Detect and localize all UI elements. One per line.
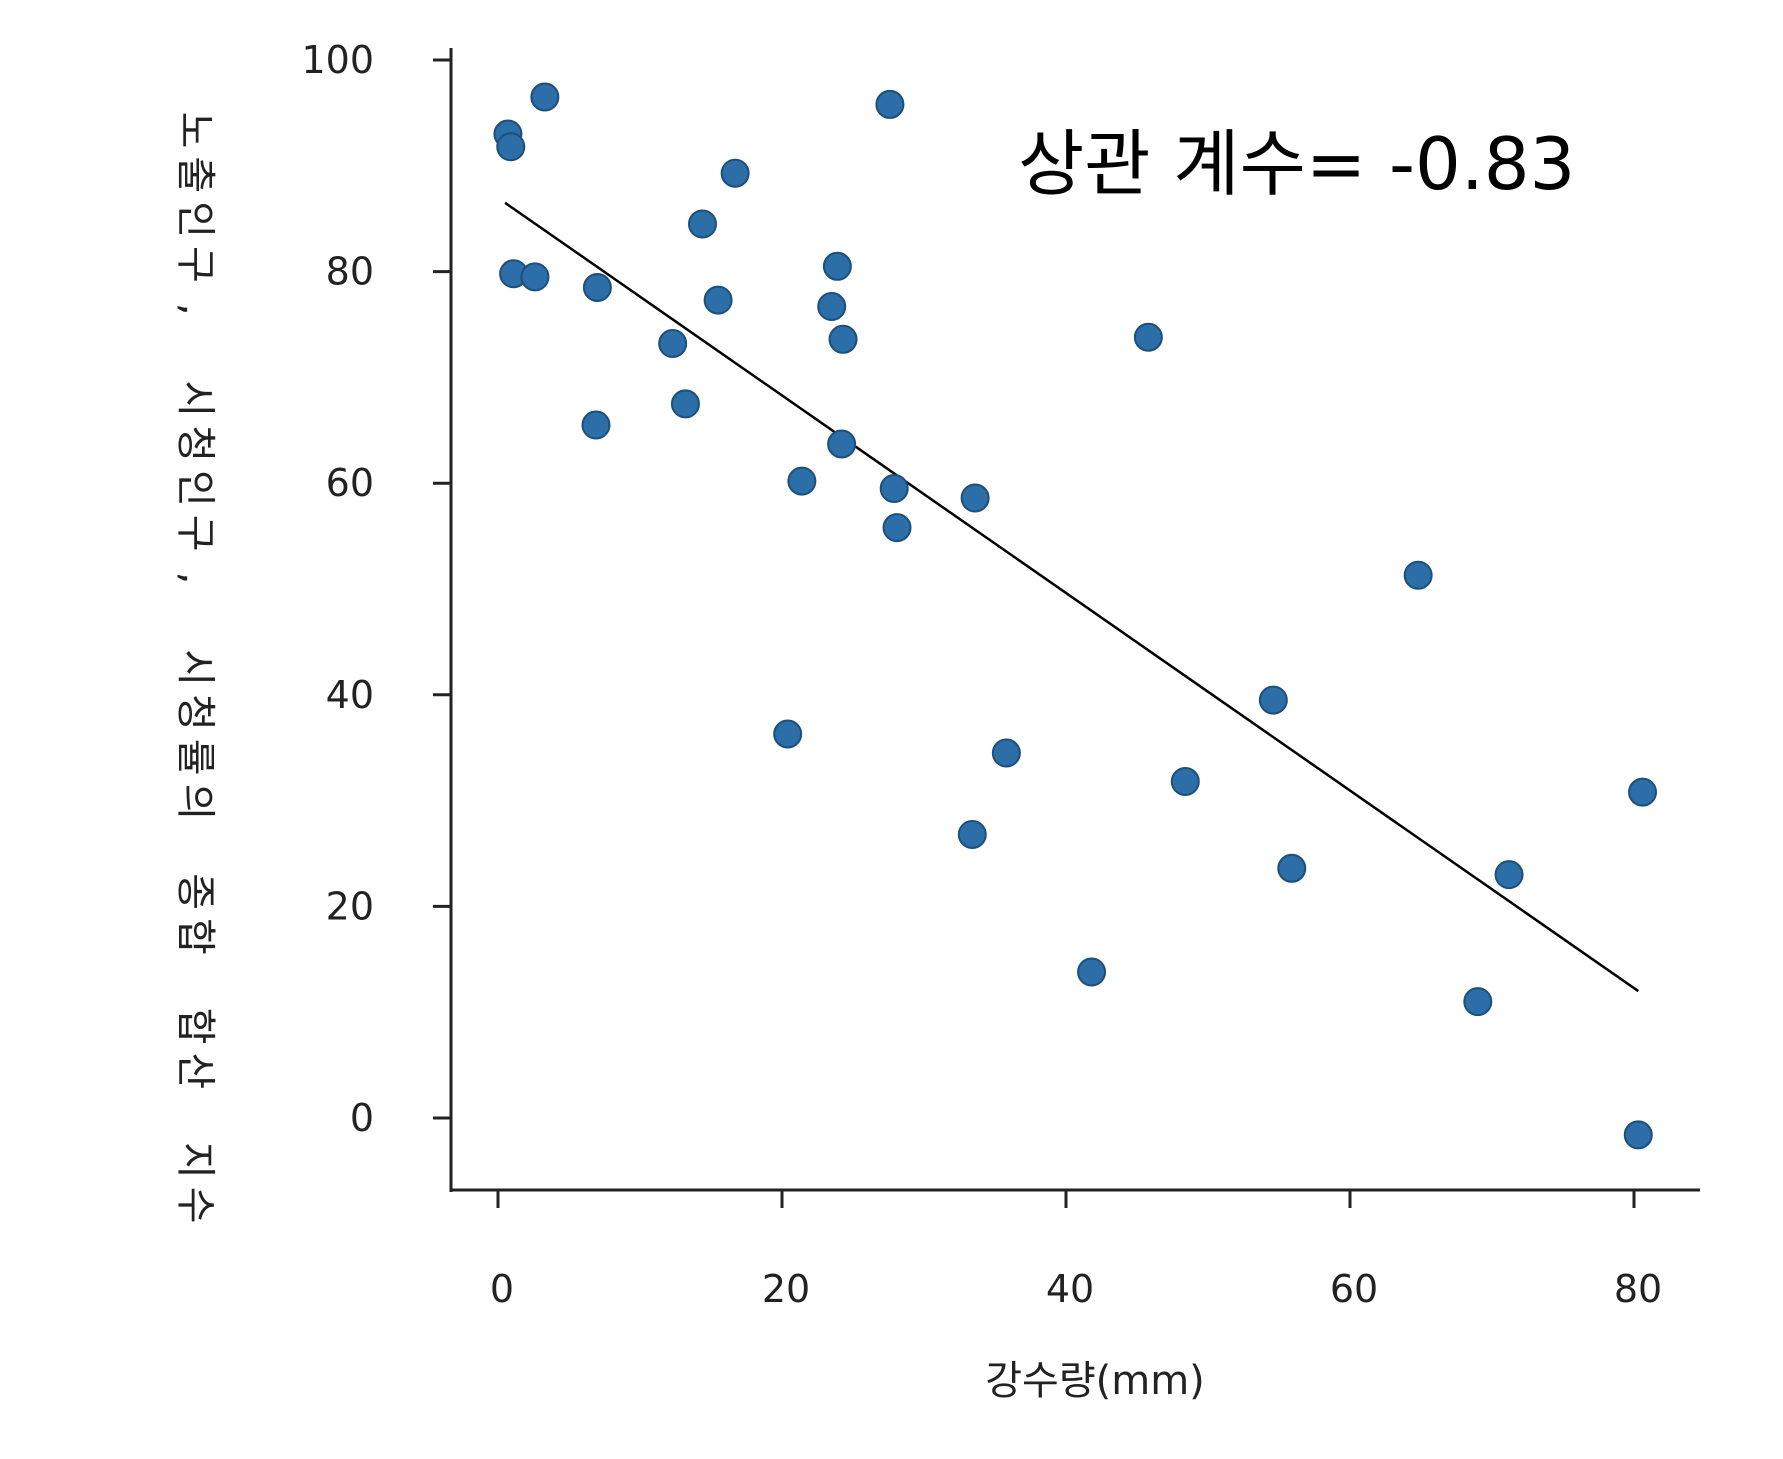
y-tick-label: 40 bbox=[326, 673, 374, 717]
data-point bbox=[828, 324, 858, 354]
y-axis-title-char: 구 bbox=[172, 515, 218, 552]
y-axis-title-char: 수 bbox=[172, 1187, 218, 1224]
y-axis-title-char: 출 bbox=[172, 156, 218, 193]
data-point bbox=[1494, 860, 1524, 890]
data-point bbox=[875, 89, 905, 119]
data-point bbox=[496, 132, 526, 162]
y-tick-label: 20 bbox=[326, 884, 374, 928]
data-point bbox=[1133, 322, 1163, 352]
y-axis-title-char: 청 bbox=[172, 425, 218, 462]
data-point bbox=[703, 285, 733, 315]
data-point bbox=[957, 819, 987, 849]
correlation-annotation: 상관 계수= -0.83 bbox=[1018, 122, 1575, 206]
y-axis-title-char: 시 bbox=[172, 649, 218, 686]
y-axis-title-char: 산 bbox=[172, 1052, 218, 1089]
x-tick-label: 0 bbox=[490, 1267, 514, 1311]
data-point bbox=[520, 262, 550, 292]
y-axis-title-char: 노 bbox=[172, 112, 218, 149]
data-point bbox=[882, 513, 912, 543]
data-point bbox=[879, 473, 909, 503]
data-point bbox=[670, 389, 700, 419]
y-tick-label: 80 bbox=[326, 250, 374, 294]
y-axis-title-char: 의 bbox=[172, 784, 218, 821]
y-axis-title-char: , bbox=[172, 303, 218, 316]
data-point bbox=[1623, 1120, 1653, 1150]
y-axis-title-char: 인 bbox=[172, 201, 218, 238]
y-axis-title-char: 합 bbox=[172, 1008, 218, 1045]
trendline-group bbox=[504, 201, 1639, 993]
data-point bbox=[687, 209, 717, 239]
data-point bbox=[822, 251, 852, 281]
data-points bbox=[493, 82, 1658, 1150]
data-point bbox=[1277, 853, 1307, 883]
y-tick-label: 100 bbox=[301, 38, 374, 82]
y-axis-title-char: 청 bbox=[172, 694, 218, 731]
data-point bbox=[530, 82, 560, 112]
y-tick-label: 0 bbox=[350, 1096, 374, 1140]
x-tick-label: 60 bbox=[1330, 1267, 1378, 1311]
y-axis-title-char: 합 bbox=[172, 918, 218, 955]
data-point bbox=[1258, 685, 1288, 715]
y-axis-title-char: 종 bbox=[172, 873, 218, 910]
y-axis-title-char: 률 bbox=[172, 739, 218, 776]
y-tick-label: 60 bbox=[326, 461, 374, 505]
data-point bbox=[658, 329, 688, 359]
x-tick-label: 20 bbox=[762, 1267, 810, 1311]
y-axis-title-char: 인 bbox=[172, 470, 218, 507]
trendline bbox=[504, 201, 1639, 993]
axes bbox=[449, 48, 1700, 1192]
y-ticks: 0 20 40 60 80 100 bbox=[301, 38, 451, 1140]
x-tick-label: 80 bbox=[1614, 1267, 1662, 1311]
data-point bbox=[960, 483, 990, 513]
data-point bbox=[991, 738, 1021, 768]
data-point bbox=[1463, 987, 1493, 1017]
data-point bbox=[582, 272, 612, 302]
data-point bbox=[1628, 777, 1658, 807]
data-point bbox=[1077, 957, 1107, 987]
y-axis-title-char: , bbox=[172, 572, 218, 585]
data-point bbox=[817, 292, 847, 322]
y-axis-title-char: 시 bbox=[172, 380, 218, 417]
data-point bbox=[581, 410, 611, 440]
x-axis-title: 강수량(mm) bbox=[985, 1358, 1205, 1404]
x-tick-label: 40 bbox=[1046, 1267, 1094, 1311]
data-point bbox=[827, 429, 857, 459]
data-point bbox=[720, 158, 750, 188]
x-ticks: 0 20 40 60 80 bbox=[490, 1190, 1662, 1311]
y-axis-title-char: 지 bbox=[172, 1142, 218, 1179]
y-axis-title-char: 구 bbox=[172, 246, 218, 283]
data-point bbox=[787, 466, 817, 496]
data-point bbox=[1403, 560, 1433, 590]
data-point bbox=[773, 719, 803, 749]
data-point bbox=[1170, 767, 1200, 797]
